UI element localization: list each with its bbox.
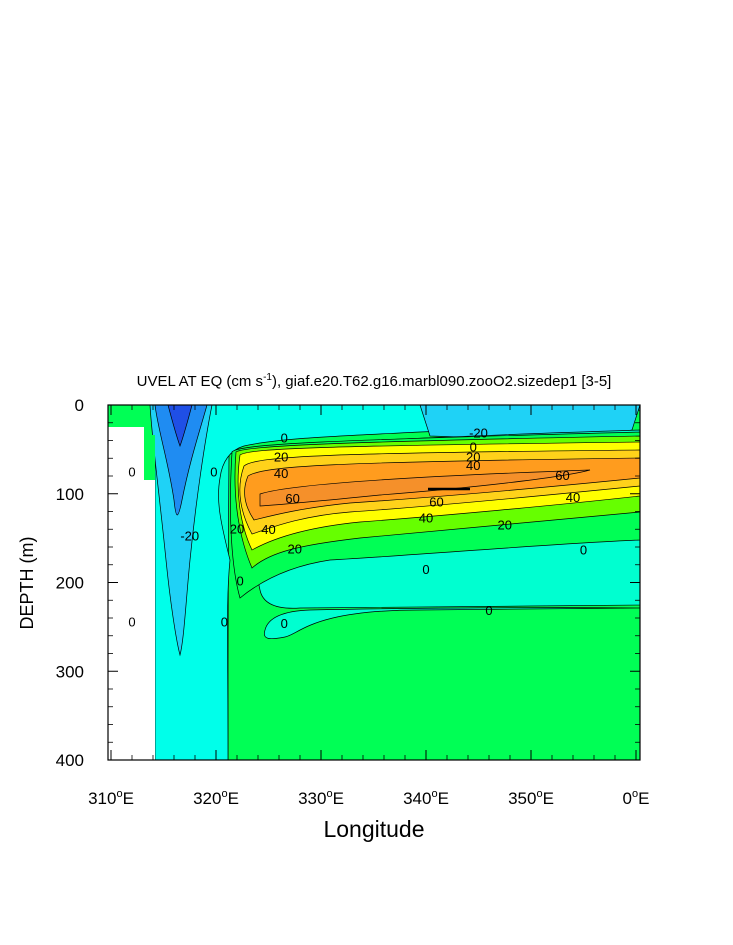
contour-label: 0 — [237, 574, 244, 589]
chart-title-superscript: -1 — [263, 372, 272, 383]
contour-label: 0 — [128, 464, 135, 479]
contour-label: 0 — [281, 431, 288, 446]
contour-label: -20 — [469, 425, 488, 440]
coastal-cell-2 — [144, 435, 155, 480]
x-tick-label: 310oE — [88, 788, 134, 808]
contour-label: 0 — [210, 464, 217, 479]
x-axis-title: Longitude — [323, 816, 424, 842]
contour-label: 20 — [498, 518, 512, 533]
band-neg20-neg10-west — [149, 405, 213, 657]
y-tick-label: 100 — [56, 485, 84, 504]
contour-label: 40 — [466, 458, 480, 473]
contour-label: 0 — [281, 616, 288, 631]
contour-label: 60 — [555, 468, 569, 483]
x-tick-label: 320oE — [193, 788, 239, 808]
x-tick-label: 340oE — [403, 788, 449, 808]
contour-label: 20 — [466, 449, 480, 464]
contour-label: -20 — [180, 528, 199, 543]
chart-title-suffix: ), giaf.e20.T62.g16.marbl090.zooO2.sized… — [272, 373, 611, 390]
chart-title-main: UVEL AT EQ (cm s — [137, 373, 263, 390]
contour-label: 0 — [221, 614, 228, 629]
x-tick-label: 0oE — [623, 788, 650, 808]
contour-label: 40 — [261, 522, 275, 537]
y-tick-label: 0 — [75, 396, 84, 415]
y-tick-label: 200 — [56, 574, 84, 593]
coastal-cell-1 — [108, 409, 120, 427]
x-tick-label: 350oE — [508, 788, 554, 808]
contour-label: 0 — [580, 543, 587, 558]
y-tick-label: 400 — [56, 751, 84, 770]
contour-label: 20 — [288, 542, 302, 557]
contour-label: 40 — [566, 490, 580, 505]
contour-label: 20 — [274, 449, 288, 464]
x-tick-label: 330oE — [298, 788, 344, 808]
band-0-10-upper — [235, 405, 640, 640]
y-axis-title: DEPTH (m) — [17, 537, 37, 630]
contour-label: 0 — [470, 440, 477, 455]
land-mask — [108, 427, 155, 760]
y-tick-label: 300 — [56, 662, 84, 681]
band-gt-60 — [259, 469, 591, 507]
contour-label: 0 — [422, 562, 429, 577]
contour-label: 40 — [274, 466, 288, 481]
x-axis: 310oE 320oE 330oE 340oE 350oE 0oE — [88, 405, 649, 808]
band-lt-neg30 — [167, 405, 193, 448]
contour-label: 0 — [485, 603, 492, 618]
band-neg30-neg20 — [154, 405, 208, 516]
contour-label: 60 — [285, 491, 299, 506]
chart-title: UVEL AT EQ (cm s-1), giaf.e20.T62.g16.ma… — [137, 372, 612, 390]
contour-label: 40 — [419, 511, 433, 526]
contour-fills — [108, 405, 640, 760]
contour-label: 60 — [429, 495, 443, 510]
contour-label: 20 — [230, 521, 244, 536]
contour-label: 0 — [128, 614, 135, 629]
